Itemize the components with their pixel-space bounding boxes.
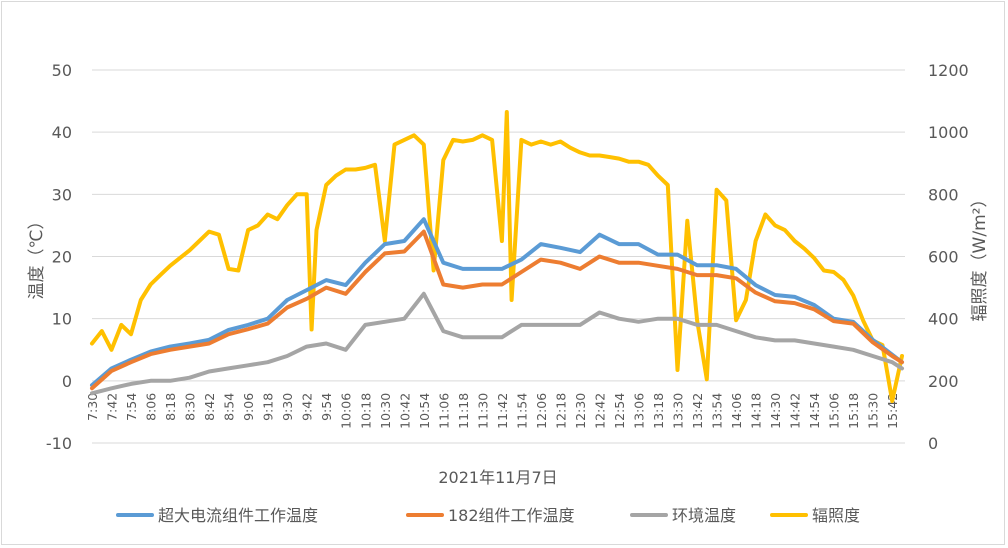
x-tick-label: 15:06 [827, 393, 842, 429]
y-left-tick-label: 0 [62, 372, 72, 391]
x-tick-label: 14:06 [729, 393, 744, 429]
x-tick-label: 13:18 [651, 393, 666, 429]
x-tick-label: 7:30 [85, 393, 100, 421]
legend-label: 辐照度 [812, 506, 860, 525]
x-tick-label: 13:30 [671, 393, 686, 429]
x-tick-label: 8:06 [144, 393, 159, 421]
left-axis-ticks: -10 0 10 20 30 40 50 [46, 61, 72, 453]
x-tick-label: 14:42 [788, 393, 803, 429]
x-tick-label: 11:18 [456, 393, 471, 429]
x-tick-label: 13:06 [632, 393, 647, 429]
x-tick-label: 15:18 [846, 393, 861, 429]
series-line-0 [90, 217, 904, 388]
x-tick-label: 7:54 [124, 393, 139, 421]
x-tick-label: 10:18 [358, 393, 373, 429]
x-tick-label: 11:06 [436, 393, 451, 429]
series-line-3 [90, 110, 904, 403]
y-left-tick-label: 40 [52, 123, 72, 142]
right-axis-ticks: 0 200 400 600 800 1000 1200 [928, 61, 969, 453]
x-tick-label: 11:30 [475, 393, 490, 429]
x-tick-label: 14:54 [807, 393, 822, 429]
series-line-1 [90, 229, 904, 391]
x-tick-label: 14:30 [768, 393, 783, 429]
gridlines [92, 69, 905, 444]
x-tick-label: 12:06 [534, 393, 549, 429]
y-right-tick-label: 1200 [928, 61, 969, 80]
x-tick-label: 9:42 [300, 393, 315, 421]
y-right-tick-label: 800 [928, 185, 959, 204]
x-axis-ticks: 7:30 7:42 7:54 8:06 8:18 8:30 8:42 8:54 9:06 9:18… [85, 393, 900, 429]
legend-label: 超大电流组件工作温度 [158, 506, 318, 525]
x-tick-label: 8:54 [222, 393, 237, 421]
x-tick-label: 9:18 [261, 393, 276, 421]
y-left-tick-label: 20 [52, 248, 72, 267]
x-tick-label: 10:54 [417, 393, 432, 429]
x-tick-label: 15:30 [866, 393, 881, 429]
y-left-tick-label: 30 [52, 185, 72, 204]
y-right-tick-label: 200 [928, 372, 959, 391]
x-tick-label: 8:18 [163, 393, 178, 421]
y-left-tick-label: -10 [46, 434, 72, 453]
y-axis-right-title: 辐照度（W/m²） [970, 191, 990, 322]
y-right-tick-label: 400 [928, 310, 959, 329]
legend: 超大电流组件工作温度 182组件工作温度 环境温度 辐照度 [116, 506, 860, 525]
x-tick-label: 13:42 [690, 393, 705, 429]
x-tick-label: 7:42 [105, 393, 120, 421]
x-tick-label: 10:30 [378, 393, 393, 429]
y-left-tick-label: 10 [52, 310, 72, 329]
x-tick-label: 13:54 [710, 393, 725, 429]
y-left-tick-label: 50 [52, 61, 72, 80]
x-axis-title: 2021年11月7日 [438, 468, 557, 487]
x-tick-label: 9:06 [241, 393, 256, 421]
x-tick-label: 12:42 [592, 393, 607, 429]
x-tick-label: 10:06 [339, 393, 354, 429]
y-right-tick-label: 1000 [928, 123, 969, 142]
x-tick-label: 8:42 [202, 393, 217, 421]
x-tick-label: 8:30 [183, 393, 198, 421]
x-tick-label: 14:18 [749, 393, 764, 429]
x-tick-label: 12:30 [573, 393, 588, 429]
legend-label: 环境温度 [672, 506, 736, 525]
x-tick-label: 11:42 [495, 393, 510, 429]
y-right-tick-label: 600 [928, 248, 959, 267]
x-tick-label: 12:54 [612, 393, 627, 429]
x-tick-label: 9:30 [280, 393, 295, 421]
series-line-2 [90, 291, 904, 396]
y-right-tick-label: 0 [928, 434, 938, 453]
x-tick-label: 15:42 [885, 393, 900, 429]
x-tick-label: 10:42 [397, 393, 412, 429]
x-tick-label: 11:54 [514, 393, 529, 429]
x-tick-label: 9:54 [319, 393, 334, 421]
y-axis-left-title: 温度（℃） [27, 212, 47, 299]
x-tick-label: 12:18 [553, 393, 568, 429]
series-lines [90, 110, 904, 403]
legend-label: 182组件工作温度 [448, 506, 575, 525]
